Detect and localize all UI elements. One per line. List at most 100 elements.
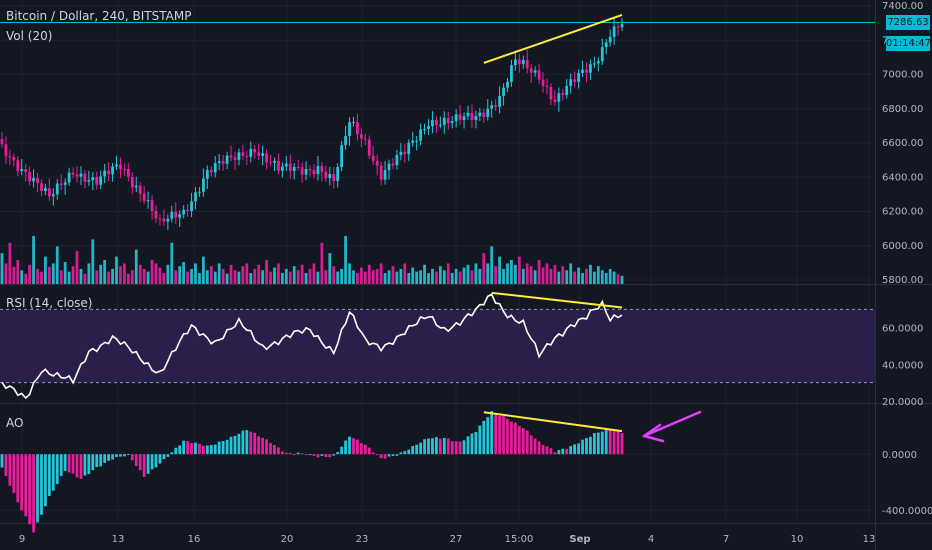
ao-bar: [482, 420, 486, 455]
candle-body: [510, 65, 513, 82]
candle-body: [123, 168, 126, 170]
ao-bar: [506, 418, 509, 455]
ao-bar: [71, 454, 75, 474]
candle-body: [545, 85, 549, 88]
ao-bar: [387, 454, 391, 457]
ao-tick-label: -400.0000: [882, 506, 932, 517]
volume-bar: [229, 264, 233, 284]
candle-body: [126, 169, 130, 177]
candle-body: [498, 95, 501, 107]
volume-bar: [32, 236, 35, 284]
volume-bar: [107, 271, 110, 284]
volume-bar: [123, 263, 126, 284]
ao-bar: [328, 454, 332, 458]
ao-bar: [529, 435, 533, 455]
volume-bar: [557, 271, 561, 284]
volume-bar: [411, 267, 415, 284]
volume-bar: [352, 270, 355, 284]
candle-body: [458, 114, 462, 120]
volume-bar: [296, 270, 300, 284]
candle-body: [158, 218, 162, 220]
volume-bar: [36, 268, 39, 284]
candle-body: [51, 194, 55, 197]
volume-bar: [537, 260, 541, 284]
candle-body: [553, 99, 557, 102]
ao-bar: [83, 454, 87, 476]
candle-body: [581, 69, 584, 73]
candle-body: [521, 60, 525, 65]
volume-bar: [573, 271, 577, 284]
candle-body: [292, 166, 296, 171]
ao-bar: [379, 454, 383, 459]
candle-body: [241, 152, 245, 157]
candle-body: [383, 170, 387, 180]
x-tick-label: 9: [19, 534, 25, 545]
ao-bar: [589, 436, 592, 455]
volume-bar: [8, 242, 12, 284]
volume-label: Vol (20): [6, 29, 53, 43]
ao-bar: [12, 454, 16, 494]
volume-bar: [581, 273, 584, 284]
volume-bar: [510, 260, 513, 284]
candle-body: [229, 155, 233, 158]
candle-body: [312, 169, 316, 175]
candle-body: [296, 166, 300, 168]
volume-bar: [209, 266, 213, 284]
volume-bar: [12, 266, 16, 284]
ao-bar: [521, 428, 525, 455]
candle-body: [367, 139, 371, 156]
volume-bar: [154, 263, 158, 284]
ao-bar: [585, 438, 588, 455]
ao-bar: [115, 454, 118, 457]
ao-bar: [383, 454, 387, 459]
candle-body: [454, 114, 458, 122]
candle-body: [284, 163, 288, 167]
candle-body: [533, 70, 537, 73]
candle-body: [446, 117, 450, 124]
ao-bar: [221, 441, 225, 455]
candle-body: [190, 201, 193, 212]
candle-body: [592, 63, 596, 65]
ao-bar: [316, 454, 320, 458]
ao-bar: [158, 454, 162, 464]
volume-bar: [257, 264, 261, 284]
x-tick-label: 27: [450, 534, 463, 545]
candle-body: [138, 185, 142, 194]
volume-bar: [87, 263, 91, 284]
candle-body: [616, 26, 620, 28]
candle-body: [415, 140, 419, 142]
candle-body: [494, 105, 498, 107]
candle-body: [225, 155, 229, 164]
candle-body: [431, 119, 434, 127]
ao-bar: [20, 454, 24, 511]
candle-body: [328, 173, 332, 179]
candle-body: [486, 108, 490, 117]
volume-bar: [44, 256, 47, 284]
ao-bar: [67, 454, 71, 473]
ao-bar: [209, 444, 213, 455]
candle-body: [541, 79, 545, 86]
ao-histogram: [0, 411, 624, 533]
volume-bar: [134, 249, 138, 284]
ao-bar: [592, 433, 596, 455]
volume-bar: [241, 266, 245, 284]
ao-bar: [545, 446, 549, 455]
ao-bar: [336, 452, 340, 455]
ao-bar: [510, 421, 513, 455]
candle-body: [379, 165, 383, 180]
candle-body: [387, 163, 391, 171]
candle-body: [300, 167, 304, 175]
ao-bar: [573, 444, 577, 455]
candle-body: [288, 163, 292, 171]
volume-bar: [604, 273, 608, 284]
volume-bar: [225, 273, 229, 284]
ao-bar: [44, 454, 47, 507]
volume-bar: [529, 266, 533, 284]
price-tick-label: 7000.00: [882, 70, 923, 81]
ao-bar: [111, 454, 114, 460]
ao-bar: [150, 454, 154, 470]
volume-bar: [367, 264, 371, 284]
candle-body: [517, 59, 521, 65]
volume-bar: [237, 271, 241, 284]
